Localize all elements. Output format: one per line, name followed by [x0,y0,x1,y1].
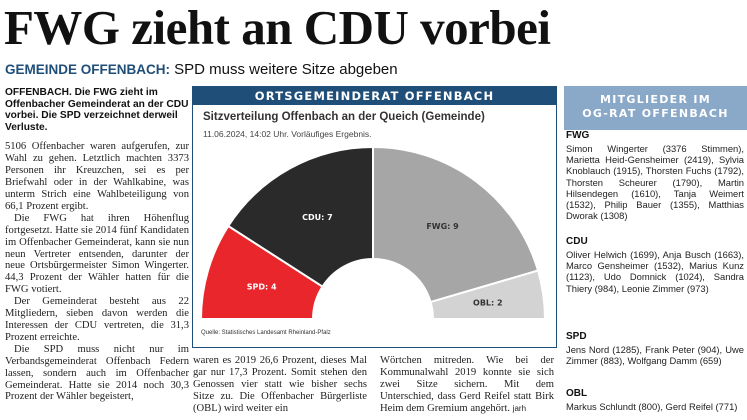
chart-source: Quelle: Statistisches Landesamt Rheinlan… [201,330,331,336]
paragraph: Die FWG hat ihren Höhenflug fortgesetzt.… [5,212,189,296]
article-column-1: OFFENBACH. Die FWG zieht im Offenbacher … [5,87,189,403]
paragraph-text: Wörtchen mitreden. Wie bei der Kommunalw… [380,355,554,414]
chart-label-fwg: FWG: 9 [426,222,459,231]
graphic-title: ORTSGEMEINDERAT OFFENBACH [193,87,556,105]
party-members-obl: Markus Schlundt (800), Gerd Reifel (771) [566,401,738,412]
article-column-3: Wörtchen mitreden. Wie bei der Kommunalw… [380,355,554,415]
subheadline-text: SPD muss weitere Sitze abgeben [174,61,398,78]
chart-date: 11.06.2024, 14:02 Uhr. Vorläufiges Ergeb… [203,129,372,139]
kicker: GEMEINDE OFFENBACH: [5,62,170,77]
chart-label-cdu: CDU: 7 [302,213,333,222]
members-sidebar: MITGLIEDER IM OG-RAT OFFENBACH FWG Simon… [564,86,747,420]
party-name-cdu: CDU [566,236,588,247]
paragraph: waren es 2019 26,6 Prozent, dieses Mal g… [193,355,367,414]
paragraph: Die SPD muss nicht nur im Verbandsgemein… [5,343,189,403]
paragraph: 5106 Offenbacher waren aufgerufen, zur W… [5,141,189,212]
paragraph: Wörtchen mitreden. Wie bei der Kommunalw… [380,355,554,415]
party-members-fwg: Simon Wingerter (3376 Stimmen), Marietta… [566,143,744,222]
party-members-spd: Jens Nord (1285), Frank Peter (904), Uwe… [566,344,744,367]
chart-subtitle: Sitzverteilung Offenbach an der Queich (… [203,111,485,123]
party-name-spd: SPD [566,331,587,342]
chart-segment-cdu [226,145,374,288]
author-signature: jarh [512,403,527,413]
chart-label-spd: SPD: 4 [247,282,277,291]
sidebar-title-line1: MITGLIEDER IM [599,93,712,106]
subheadline: GEMEINDE OFFENBACH: SPD muss weitere Sit… [5,60,398,80]
party-name-obl: OBL [566,388,588,399]
article-lead: OFFENBACH. Die FWG zieht im Offenbacher … [5,87,189,133]
chart-segment-fwg [372,145,540,304]
chart-label-obl: OBL: 2 [473,298,503,307]
seat-distribution-graphic: ORTSGEMEINDERAT OFFENBACH Sitzverteilung… [192,86,557,348]
chart-segment-obl [429,269,547,320]
article-column-2: waren es 2019 26,6 Prozent, dieses Mal g… [193,355,367,415]
half-donut-chart: SPD: 4 CDU: 7 FWG: 9 OBL: 2 [199,145,547,320]
headline: FWG zieht an CDU vorbei [4,0,551,55]
party-members-cdu: Oliver Helwich (1699), Anja Busch (1663)… [566,249,744,294]
sidebar-title-line2: OG-RAT OFFENBACH [582,107,729,120]
sidebar-title: MITGLIEDER IM OG-RAT OFFENBACH [564,86,747,130]
paragraph: Der Gemeinderat besteht aus 22 Mitgliede… [5,296,189,343]
party-name-fwg: FWG [566,130,590,141]
